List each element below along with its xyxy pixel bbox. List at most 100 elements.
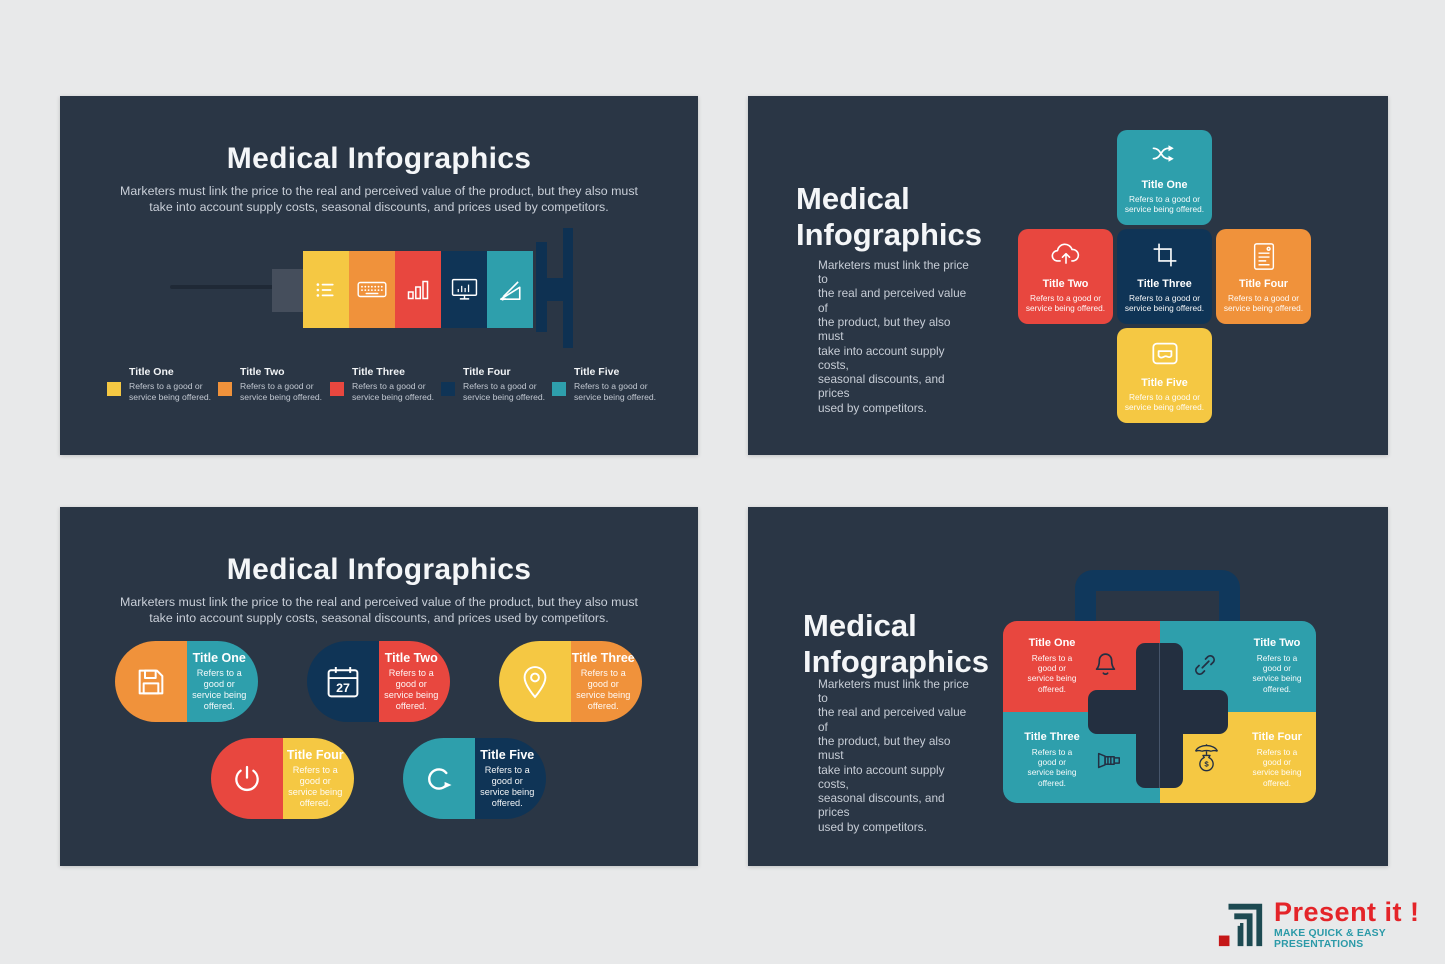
pill-desc: Refers to a good or service being offere… [288,765,343,808]
pill-label: Title One [192,651,246,665]
dollar-symbol: $ [1204,759,1209,768]
calendar-day-number: 27 [336,680,350,694]
legend-label: Title Five [574,366,620,378]
pill-label: Title Five [480,748,535,762]
legend-desc: Refers to a good or service being offere… [352,381,435,402]
slide-subtitle: Marketers must link the price to the rea… [120,595,638,625]
money-umbrella-icon: $ [1193,742,1220,774]
brand-name: Present it ! [1274,897,1420,927]
quadrant-text: Title Four Refers to a good or service b… [1236,731,1316,788]
slide-paragraph: Marketers must link the price to the rea… [818,257,969,415]
card-title-one: Title One Refers to a good or service be… [1117,130,1212,225]
quadrant-text: Title One Refers to a good or service be… [1011,637,1093,694]
slide-title: Medical Infographics [226,553,532,587]
card-label: Title Five [1141,377,1188,389]
pill-icon-half: 27 [307,641,379,722]
pill-icon-half [403,738,475,819]
case-body: Title One Refers to a good or service be… [1003,621,1316,803]
card-title-five: Title Five Refers to a good or service b… [1117,328,1212,423]
pill-text-half: Title Five Refers to a good or service b… [474,738,546,819]
card-label: Title Three [1137,278,1192,290]
link-icon [1192,652,1218,678]
legend-swatch-yellow [107,382,121,396]
legend-item-5: Title Five Refers to a good or service b… [552,366,660,402]
syringe-hub [272,269,303,312]
legend-swatch-orange [218,382,232,396]
legend-item-1: Title One Refers to a good or service be… [107,366,215,402]
pill-title-five: Title Five Refers to a good or service b… [403,738,546,819]
calendar-icon: 27 [326,665,360,699]
card-label: Title Four [1239,278,1288,290]
legend-desc: Refers to a good or service being offere… [240,381,323,402]
syringe-plunger-rod [547,278,563,301]
slide-2-cross-cards: Medical Infographics Marketers must link… [748,96,1388,455]
bar-chart-icon [406,278,430,302]
syringe-barrel [303,251,533,328]
card-desc: Refers to a good or service being offere… [1124,194,1205,215]
legend-desc: Refers to a good or service being offere… [574,381,657,402]
pill-icon-half [211,738,283,819]
legend-label: Title Three [352,366,405,378]
legend-swatch-navy [441,382,455,396]
legend-desc: Refers to a good or service being offere… [129,381,212,402]
case-center-seam [1159,643,1160,788]
legend-swatch-teal [552,382,566,396]
pill-title-one: Title One Refers to a good or service be… [115,641,258,722]
brand-tagline: MAKE QUICK & EASY PRESENTATIONS [1274,928,1386,950]
quadrant-text: Title Three Refers to a good or service … [1011,731,1093,788]
medical-cross [1088,690,1228,734]
list-icon [313,277,339,303]
shuffle-icon [1117,143,1212,175]
legend-label: Title Two [240,366,285,378]
monitor-icon [451,278,478,301]
legend-label: Title One [129,366,174,378]
power-icon [231,763,263,795]
syringe-segment-4 [441,251,487,328]
cloud-upload-icon [1018,242,1113,274]
quadrant-label: Title Four [1252,731,1302,743]
card-desc: Refers to a good or service being offere… [1025,293,1106,314]
legend-desc: Refers to a good or service being offere… [463,381,546,402]
slide-title: Medical Infographics [796,180,983,252]
pill-label: Title Two [384,651,438,665]
pill-title-two: 27 Title Two Refers to a good or service… [307,641,450,722]
card-title-three: Title Three Refers to a good or service … [1117,229,1212,324]
syringe-plunger-handle [563,228,573,348]
save-icon [135,666,167,698]
slide-subtitle: Marketers must link the price to the rea… [120,184,638,214]
card-desc: Refers to a good or service being offere… [1223,293,1304,314]
pill-desc: Refers to a good or service being offere… [384,668,439,711]
legend-item-4: Title Four Refers to a good or service b… [441,366,549,402]
pill-text-half: Title One Refers to a good or service be… [186,641,258,722]
card-label: Title Two [1042,278,1089,290]
slide-paragraph: Marketers must link the price to the rea… [818,676,969,834]
legend-label: Title Four [463,366,511,378]
redo-arrow-icon [423,763,455,795]
quadrant-desc: Refers to a good or service being offere… [1027,653,1077,694]
keyboard-icon [357,280,387,299]
syringe-flange [536,242,547,332]
present-it-logo-icon [1216,899,1266,949]
quadrant-desc: Refers to a good or service being offere… [1252,747,1302,788]
syringe-segment-5 [487,251,533,328]
pill-icon-half [115,641,187,722]
quadrant-label: Title One [1028,637,1076,649]
slide-1-syringe: Medical Infographics Marketers must link… [60,96,698,455]
card-title-four: Title Four Refers to a good or service b… [1216,229,1311,324]
pill-label: Title Four [286,748,344,762]
pill-text-half: Title Three Refers to a good or service … [570,641,642,722]
pill-desc: Refers to a good or service being offere… [192,668,247,711]
slide-title: Medical Infographics [803,607,990,679]
quadrant-text: Title Two Refers to a good or service be… [1236,637,1316,694]
pill-text-half: Title Two Refers to a good or service be… [378,641,450,722]
syringe-segment-3 [395,251,441,328]
syringe-segment-1 [303,251,349,328]
location-pin-icon [522,665,548,699]
bell-icon [1092,648,1119,677]
quadrant-desc: Refers to a good or service being offere… [1252,653,1302,694]
pill-icon-half [499,641,571,722]
legend-item-2: Title Two Refers to a good or service be… [218,366,326,402]
receipt-icon [1216,242,1311,274]
flashlight-icon [1096,751,1128,770]
